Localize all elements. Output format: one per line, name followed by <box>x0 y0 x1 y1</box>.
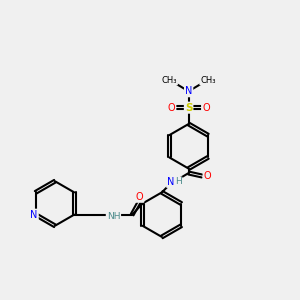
Text: O: O <box>136 192 143 202</box>
Text: O: O <box>168 103 175 112</box>
Text: O: O <box>203 171 211 181</box>
Text: N: N <box>30 210 38 220</box>
Text: N: N <box>185 86 192 96</box>
Text: NH: NH <box>107 212 120 220</box>
Text: O: O <box>202 103 210 112</box>
Text: CH₃: CH₃ <box>200 76 216 85</box>
Text: N: N <box>167 177 175 187</box>
Text: CH₃: CH₃ <box>162 76 177 85</box>
Text: H: H <box>175 178 181 187</box>
Text: S: S <box>185 103 192 112</box>
